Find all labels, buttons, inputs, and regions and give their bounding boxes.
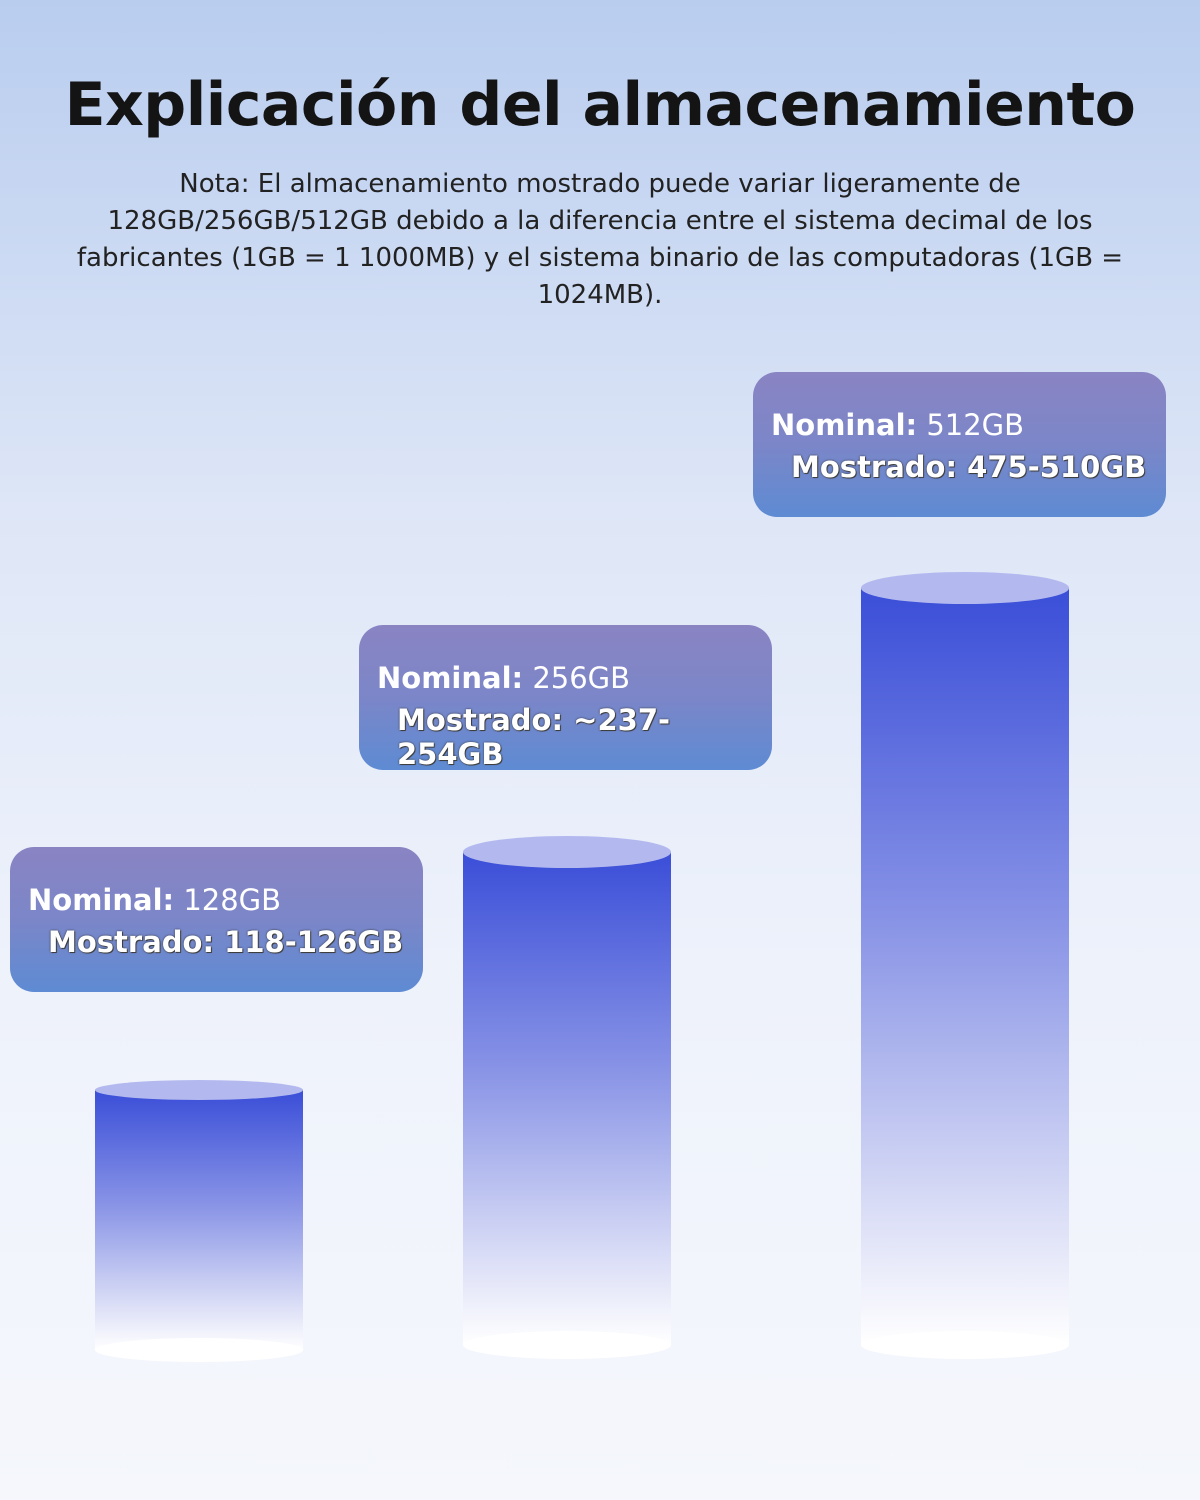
nominal-value: 128GB xyxy=(183,883,282,917)
label-box: Nominal: 256GB Mostrado: ~237-254GB xyxy=(359,625,772,771)
label-box: Nominal: 512GB Mostrado: 475-510GB xyxy=(753,372,1166,517)
shown-value: 475-510GB xyxy=(967,450,1147,484)
note: Nota: El almacenamiento mostrado puede v… xyxy=(76,169,1124,310)
nominal-value: 512GB xyxy=(926,408,1025,442)
cylinder-256 xyxy=(463,836,671,1359)
shown-value: 118-126GB xyxy=(224,925,404,959)
nominal-value: 256GB xyxy=(532,661,631,695)
title: Explicación del almacenamiento xyxy=(64,70,1136,140)
shown-line: Mostrado: ~237-254GB xyxy=(397,703,772,771)
nominal-line: Nominal: 128GB xyxy=(28,883,423,925)
shown-value: ~237-254GB xyxy=(397,703,671,771)
shown-label: Mostrado: xyxy=(48,925,215,959)
shown-line: Mostrado: 118-126GB xyxy=(48,925,423,959)
shown-line: Mostrado: 475-510GB xyxy=(791,450,1166,484)
nominal-line: Nominal: 256GB xyxy=(377,661,772,703)
nominal-line: Nominal: 512GB xyxy=(771,408,1166,450)
cylinder-512 xyxy=(861,572,1069,1359)
shown-label: Mostrado: xyxy=(791,450,958,484)
nominal-label: Nominal: xyxy=(377,661,524,695)
cylinder-128 xyxy=(95,1080,303,1362)
nominal-label: Nominal: xyxy=(28,883,175,917)
nominal-label: Nominal: xyxy=(771,408,918,442)
label-box: Nominal: 128GB Mostrado: 118-126GB xyxy=(10,847,423,992)
shown-label: Mostrado: xyxy=(397,703,564,737)
